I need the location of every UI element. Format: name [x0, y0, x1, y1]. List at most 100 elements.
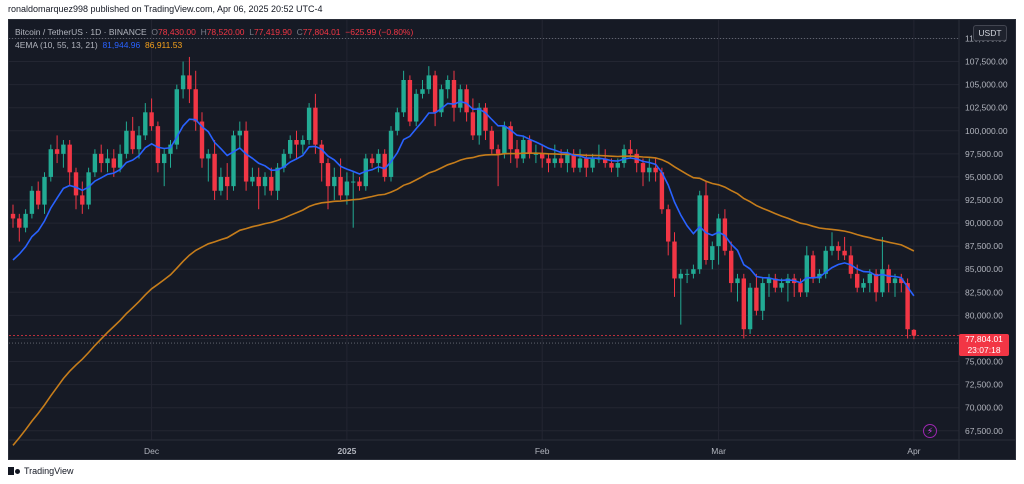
candle-body — [117, 153, 123, 168]
candle-body — [48, 149, 53, 177]
candle-body — [659, 172, 665, 210]
candle-body — [401, 80, 406, 113]
candle-body — [527, 140, 532, 154]
candle-body — [754, 287, 759, 311]
y-tick-label: 72,500.00 — [965, 380, 1003, 390]
candle-body — [325, 163, 331, 187]
candle-body — [17, 218, 22, 228]
candle-body — [684, 273, 690, 275]
chart-legend: Bitcoin / TetherUS · 1D · BINANCE O78,43… — [15, 26, 413, 52]
candle-body — [376, 153, 381, 164]
candle-body — [306, 107, 312, 140]
candle-body — [697, 195, 702, 270]
y-tick-label: 97,500.00 — [965, 149, 1003, 159]
candle-body — [407, 80, 413, 122]
candle-body — [319, 144, 324, 164]
candle-body — [193, 89, 198, 122]
chart-panel[interactable]: 67,500.0070,000.0072,500.0075,000.0077,5… — [8, 19, 1016, 460]
candle-body — [262, 176, 268, 187]
x-tick-label: Mar — [711, 446, 726, 456]
change-value: −625.99 (−0.80%) — [345, 27, 414, 37]
candle-body — [80, 195, 85, 205]
candle-body — [363, 158, 368, 187]
candle-body — [647, 167, 652, 173]
candle-body — [426, 75, 431, 90]
candle-body — [275, 167, 280, 191]
candle-body — [861, 283, 866, 288]
candle-body — [42, 176, 47, 205]
candle-body — [313, 107, 318, 145]
low-value: 77,419.90 — [254, 27, 292, 37]
candle-body — [489, 130, 494, 150]
last-price-tag: 77,804.01 23:07:18 — [959, 334, 1009, 356]
tradingview-logo-icon — [8, 467, 20, 475]
candle-body — [332, 176, 337, 187]
candle-body — [855, 273, 860, 288]
candle-body — [735, 278, 740, 284]
candle-body — [218, 176, 224, 191]
candle-body — [747, 287, 753, 330]
candle-body — [231, 135, 236, 187]
candle-body — [779, 283, 784, 288]
candle-body — [672, 241, 677, 279]
candle-body — [558, 158, 564, 164]
candle-body — [111, 158, 116, 168]
candle-body — [439, 89, 444, 113]
candle-body — [61, 144, 66, 154]
candle-body — [357, 181, 362, 187]
candle-body — [823, 250, 828, 274]
y-tick-label: 87,500.00 — [965, 241, 1003, 251]
candle-body — [495, 149, 501, 154]
candle-body — [420, 89, 425, 94]
indicator-name[interactable]: 4EMA (10, 55, 13, 21) — [15, 40, 98, 50]
footer-brand: TradingView — [8, 466, 74, 476]
candle-body — [773, 278, 778, 288]
candle-body — [552, 158, 557, 164]
candle-body — [590, 158, 595, 168]
ema-slow-line — [12, 152, 915, 446]
y-tick-label: 105,000.00 — [965, 80, 1008, 90]
last-price-value: 77,804.01 — [965, 334, 1003, 344]
currency-button[interactable]: USDT — [973, 25, 1007, 41]
candle-body — [130, 130, 135, 150]
candle-body — [892, 278, 898, 284]
candle-body — [691, 269, 696, 274]
candle-body — [225, 176, 230, 187]
candle-body — [382, 153, 387, 177]
candle-body — [54, 149, 60, 154]
candle-body — [250, 176, 255, 182]
candle-body — [155, 126, 161, 164]
candle-body — [880, 269, 885, 293]
candle-body — [760, 283, 765, 311]
y-tick-label: 95,000.00 — [965, 172, 1003, 182]
candle-body — [540, 153, 545, 159]
candlestick-chart[interactable]: 67,500.0070,000.0072,500.0075,000.0077,5… — [9, 20, 1016, 460]
x-tick-label: 2025 — [337, 446, 356, 456]
ema-fast-value: 81,944.96 — [102, 40, 141, 50]
candle-body — [710, 246, 715, 260]
candle-body — [451, 80, 457, 108]
candle-body — [873, 273, 879, 293]
candle-body — [729, 250, 734, 284]
candle-body — [653, 167, 658, 173]
candle-body — [640, 163, 646, 173]
candle-body — [143, 112, 148, 136]
candle-body — [464, 89, 469, 113]
lightning-icon[interactable]: ⚡ — [923, 424, 937, 438]
symbol-line: Bitcoin / TetherUS · 1D · BINANCE O78,43… — [15, 26, 413, 39]
candle-body — [414, 93, 419, 122]
candle-body — [180, 75, 186, 90]
y-tick-label: 92,500.00 — [965, 195, 1003, 205]
candle-body — [36, 190, 41, 205]
symbol-name[interactable]: Bitcoin / TetherUS · 1D · BINANCE — [15, 27, 147, 37]
candle-body — [344, 181, 350, 196]
candle-body — [603, 158, 608, 164]
x-tick-label: Feb — [535, 446, 550, 456]
y-tick-label: 82,500.00 — [965, 287, 1003, 297]
candle-body — [162, 153, 167, 164]
candle-body — [565, 153, 570, 164]
candle-body — [288, 140, 293, 154]
candle-body — [836, 246, 841, 251]
candle-body — [741, 278, 746, 330]
candle-body — [615, 163, 620, 168]
